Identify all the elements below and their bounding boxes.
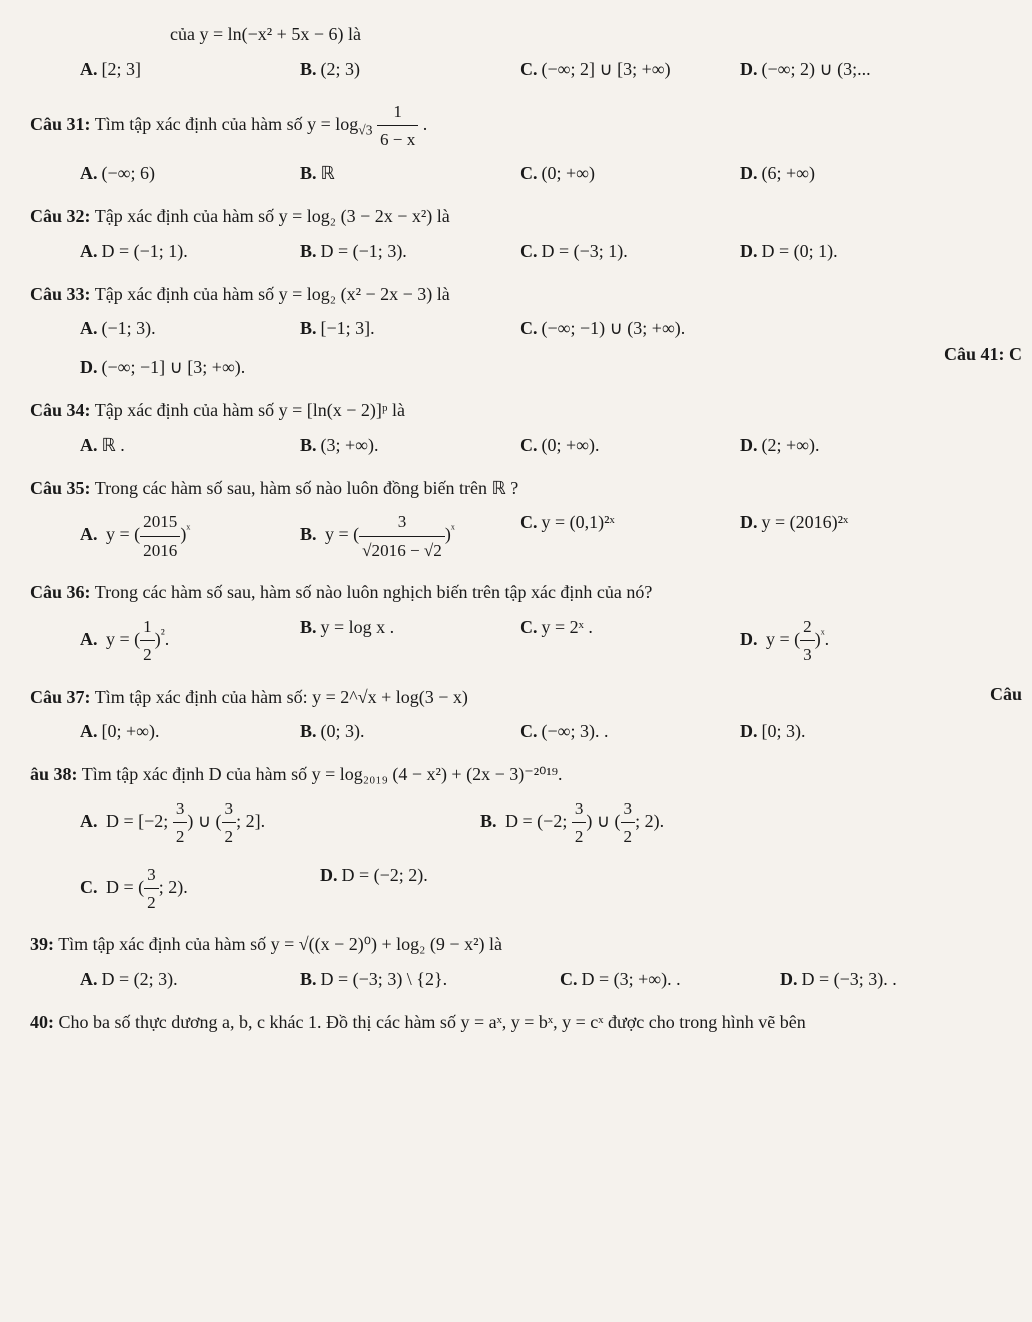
q39-opt-c: C.D = (3; +∞). .	[560, 965, 740, 994]
q36-header: Câu 36:	[30, 582, 91, 602]
q36-text: Trong các hàm số sau, hàm số nào luôn ng…	[95, 582, 653, 602]
edge-cau: Câu	[990, 680, 1022, 709]
q30-opt-c: C.(−∞; 2] ∪ [3; +∞)	[520, 55, 700, 84]
q36-options: A. y = (12)². B.y = log x . C.y = 2ˣ . D…	[80, 613, 1002, 669]
q38-options: A. D = [−2; 32) ∪ (32; 2]. B. D = (−2; 3…	[80, 795, 1002, 916]
question-31: Câu 31: Tìm tập xác định của hàm số y = …	[30, 98, 1002, 188]
q33-opt-b: B.[−1; 3].	[300, 314, 480, 343]
q35-opt-d: D.y = (2016)²ˣ	[740, 508, 920, 564]
q37-options: A.[0; +∞). B.(0; 3). C.(−∞; 3). . D.[0; …	[80, 717, 1002, 746]
question-39: 39: Tìm tập xác định của hàm số y = √((x…	[30, 930, 1002, 994]
q34-opt-a: A.ℝ .	[80, 431, 260, 460]
q40-text: Cho ba số thực dương a, b, c khác 1. Đồ …	[59, 1012, 806, 1032]
q36-opt-a: A. y = (12)².	[80, 613, 260, 669]
question-32: Câu 32: Tập xác định của hàm số y = log₂…	[30, 202, 1002, 266]
q31-options: A.(−∞; 6) B.ℝ C.(0; +∞) D.(6; +∞)	[80, 159, 1002, 188]
q32-options: A.D = (−1; 1). B.D = (−1; 3). C.D = (−3;…	[80, 237, 1002, 266]
q32-opt-c: C.D = (−3; 1).	[520, 237, 700, 266]
q37-opt-a: A.[0; +∞).	[80, 717, 260, 746]
q31-text: Tìm tập xác định của hàm số y = log√3 16…	[95, 114, 428, 134]
q39-header: 39:	[30, 934, 54, 954]
q34-opt-b: B.(3; +∞).	[300, 431, 480, 460]
question-35: Câu 35: Trong các hàm số sau, hàm số nào…	[30, 474, 1002, 564]
q32-header: Câu 32:	[30, 206, 91, 226]
edge-cau41: Câu 41: C	[944, 340, 1022, 369]
q38-opt-c: C. D = (32; 2).	[80, 861, 280, 917]
q38-text: Tìm tập xác định D của hàm số y = log₂₀₁…	[82, 764, 563, 784]
q32-text: Tập xác định của hàm số y = log₂ (3 − 2x…	[95, 206, 450, 226]
q30-opt-d: D.(−∞; 2) ∪ (3;...	[740, 55, 920, 84]
q39-options: A.D = (2; 3). B.D = (−3; 3) \ {2}. C.D =…	[80, 965, 1002, 994]
q36-opt-b: B.y = log x .	[300, 613, 480, 669]
question-30-partial: của y = ln(−x² + 5x − 6) là A.[2; 3] B.(…	[30, 20, 1002, 84]
q34-text: Tập xác định của hàm số y = [ln(x − 2)]ᵖ…	[95, 400, 405, 420]
q32-opt-d: D.D = (0; 1).	[740, 237, 920, 266]
q38-opt-a: A. D = [−2; 32) ∪ (32; 2].	[80, 795, 440, 851]
q34-options: A.ℝ . B.(3; +∞). C.(0; +∞). D.(2; +∞).	[80, 431, 1002, 460]
q33-options: A.(−1; 3). B.[−1; 3]. C.(−∞; −1) ∪ (3; +…	[80, 314, 1002, 382]
q33-opt-d: D.(−∞; −1] ∪ [3; +∞).	[80, 353, 340, 382]
q35-opt-c: C.y = (0,1)²ˣ	[520, 508, 700, 564]
question-34: Câu 34: Tập xác định của hàm số y = [ln(…	[30, 396, 1002, 460]
q35-opt-a: A. y = (20152016)ˣ	[80, 508, 260, 564]
q34-header: Câu 34:	[30, 400, 91, 420]
q39-text: Tìm tập xác định của hàm số y = √((x − 2…	[58, 934, 502, 954]
q33-header: Câu 33:	[30, 284, 91, 304]
q33-opt-a: A.(−1; 3).	[80, 314, 260, 343]
q31-opt-c: C.(0; +∞)	[520, 159, 700, 188]
q40-header: 40:	[30, 1012, 54, 1032]
q39-opt-b: B.D = (−3; 3) \ {2}.	[300, 965, 520, 994]
q37-opt-c: C.(−∞; 3). .	[520, 717, 700, 746]
question-40: 40: Cho ba số thực dương a, b, c khác 1.…	[30, 1008, 1002, 1037]
q35-options: A. y = (20152016)ˣ B. y = (3√2016 − √2)ˣ…	[80, 508, 1002, 564]
q30-opt-b: B.(2; 3)	[300, 55, 480, 84]
q37-opt-d: D.[0; 3).	[740, 717, 920, 746]
q30-opt-a: A.[2; 3]	[80, 55, 260, 84]
q31-opt-d: D.(6; +∞)	[740, 159, 920, 188]
q33-opt-c: C.(−∞; −1) ∪ (3; +∞).	[520, 314, 780, 343]
q32-opt-a: A.D = (−1; 1).	[80, 237, 260, 266]
q33-text: Tập xác định của hàm số y = log₂ (x² − 2…	[95, 284, 450, 304]
q35-opt-b: B. y = (3√2016 − √2)ˣ	[300, 508, 480, 564]
q38-opt-b: B. D = (−2; 32) ∪ (32; 2).	[480, 795, 840, 851]
q37-header: Câu 37:	[30, 687, 91, 707]
q34-opt-c: C.(0; +∞).	[520, 431, 700, 460]
question-37: Câu 37: Tìm tập xác định của hàm số: y =…	[30, 683, 1002, 747]
question-36: Câu 36: Trong các hàm số sau, hàm số nào…	[30, 578, 1002, 668]
question-38: âu 38: Tìm tập xác định D của hàm số y =…	[30, 760, 1002, 916]
q38-opt-d: D.D = (−2; 2).	[320, 861, 500, 917]
q31-opt-a: A.(−∞; 6)	[80, 159, 260, 188]
q31-header: Câu 31:	[30, 114, 91, 134]
q35-header: Câu 35:	[30, 478, 91, 498]
q39-opt-a: A.D = (2; 3).	[80, 965, 260, 994]
q30-fragment: của y = ln(−x² + 5x − 6) là	[170, 20, 1002, 49]
q37-opt-b: B.(0; 3).	[300, 717, 480, 746]
q38-header: âu 38:	[30, 764, 78, 784]
q31-opt-b: B.ℝ	[300, 159, 480, 188]
q36-opt-c: C.y = 2ˣ .	[520, 613, 700, 669]
q32-opt-b: B.D = (−1; 3).	[300, 237, 480, 266]
q35-text: Trong các hàm số sau, hàm số nào luôn đồ…	[95, 478, 519, 498]
q39-opt-d: D.D = (−3; 3). .	[780, 965, 960, 994]
q34-opt-d: D.(2; +∞).	[740, 431, 920, 460]
question-33: Câu 33: Tập xác định của hàm số y = log₂…	[30, 280, 1002, 382]
q30-options: A.[2; 3] B.(2; 3) C.(−∞; 2] ∪ [3; +∞) D.…	[80, 55, 1002, 84]
q36-opt-d: D. y = (23)ˣ.	[740, 613, 920, 669]
q37-text: Tìm tập xác định của hàm số: y = 2^√x + …	[95, 687, 468, 707]
